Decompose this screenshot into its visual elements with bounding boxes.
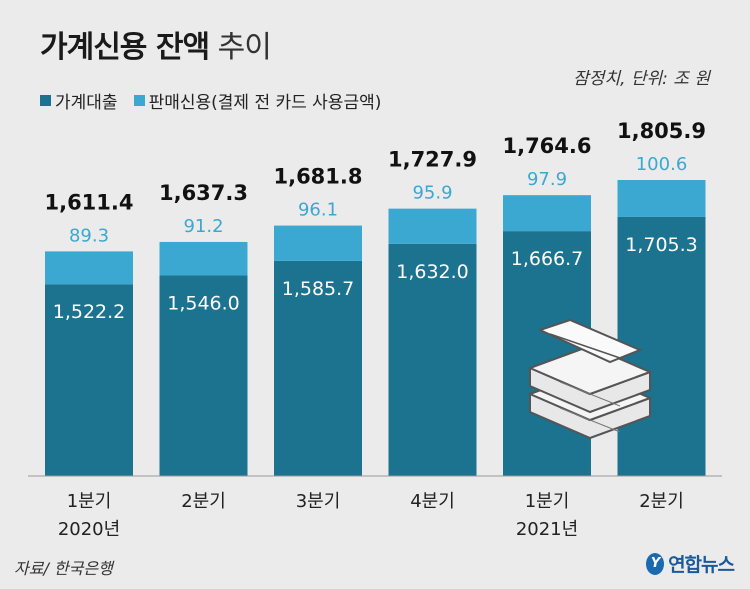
title-main: 가계신용 잔액 <box>40 30 210 65</box>
bar-credit <box>274 225 362 261</box>
x-year-label: 2021년 <box>516 519 578 540</box>
data-label-total: 1,727.9 <box>388 148 477 172</box>
data-label-total: 1,611.4 <box>44 190 133 214</box>
data-label-total: 1,764.6 <box>502 134 591 158</box>
data-label-credit: 89.3 <box>69 225 109 246</box>
title-sub: 추이 <box>217 30 272 65</box>
bar-loans <box>274 260 362 476</box>
x-tick-label: 2분기 <box>639 491 684 512</box>
x-tick-label: 2분기 <box>181 491 226 512</box>
x-tick-label: 1분기 <box>67 491 112 512</box>
bar-loans <box>45 284 133 476</box>
bar-credit <box>159 241 248 276</box>
legend: 가계대출 판매신용(결제 전 카드 사용금액) <box>40 88 381 113</box>
x-tick-label: 3분기 <box>296 491 341 512</box>
logo: Y 연합뉴스 <box>646 550 735 577</box>
x-year-label: 2020년 <box>58 519 120 540</box>
logo-text: 연합뉴스 <box>668 554 735 576</box>
legend-swatch-credit <box>133 95 145 106</box>
money-stack-icon <box>527 318 653 440</box>
bar-loans <box>388 243 477 476</box>
data-label-loans: 1,666.7 <box>511 248 584 270</box>
x-tick-label: 1분기 <box>525 491 570 512</box>
legend-item-credit: 판매신용(결제 전 카드 사용금액) <box>133 88 382 113</box>
legend-label-loans: 가계대출 <box>55 93 118 113</box>
data-label-total: 1,681.8 <box>273 165 362 189</box>
bar-credit <box>388 208 477 244</box>
data-label-credit: 96.1 <box>298 200 338 221</box>
legend-label-credit: 판매신용(결제 전 카드 사용금액) <box>148 93 382 113</box>
x-tick-label: 4분기 <box>410 491 455 512</box>
data-label-loans: 1,522.2 <box>53 301 126 323</box>
data-label-credit: 91.2 <box>183 216 223 237</box>
data-label-loans: 1,585.7 <box>282 278 355 300</box>
data-label-credit: 100.6 <box>636 154 688 175</box>
data-label-credit: 97.9 <box>527 169 567 190</box>
source-text: 자료/ 한국은행 <box>14 559 113 578</box>
data-label-loans: 1,705.3 <box>625 234 698 256</box>
chart-title: 가계신용 잔액 추이 <box>40 22 272 66</box>
bar-loans <box>159 275 248 476</box>
data-label-total: 1,805.9 <box>617 119 706 143</box>
logo-mark-icon: Y <box>646 552 665 575</box>
data-label-credit: 95.9 <box>412 183 452 204</box>
bar-credit <box>503 195 591 232</box>
legend-item-loans: 가계대출 <box>40 88 118 113</box>
legend-swatch-loans <box>40 95 51 106</box>
data-label-loans: 1,546.0 <box>167 292 240 314</box>
bar-credit <box>617 180 706 217</box>
bar-credit <box>45 251 133 285</box>
data-label-loans: 1,632.0 <box>396 261 469 283</box>
data-label-total: 1,637.3 <box>159 181 248 205</box>
unit-note: 잠정치, 단위: 조 원 <box>573 69 710 89</box>
